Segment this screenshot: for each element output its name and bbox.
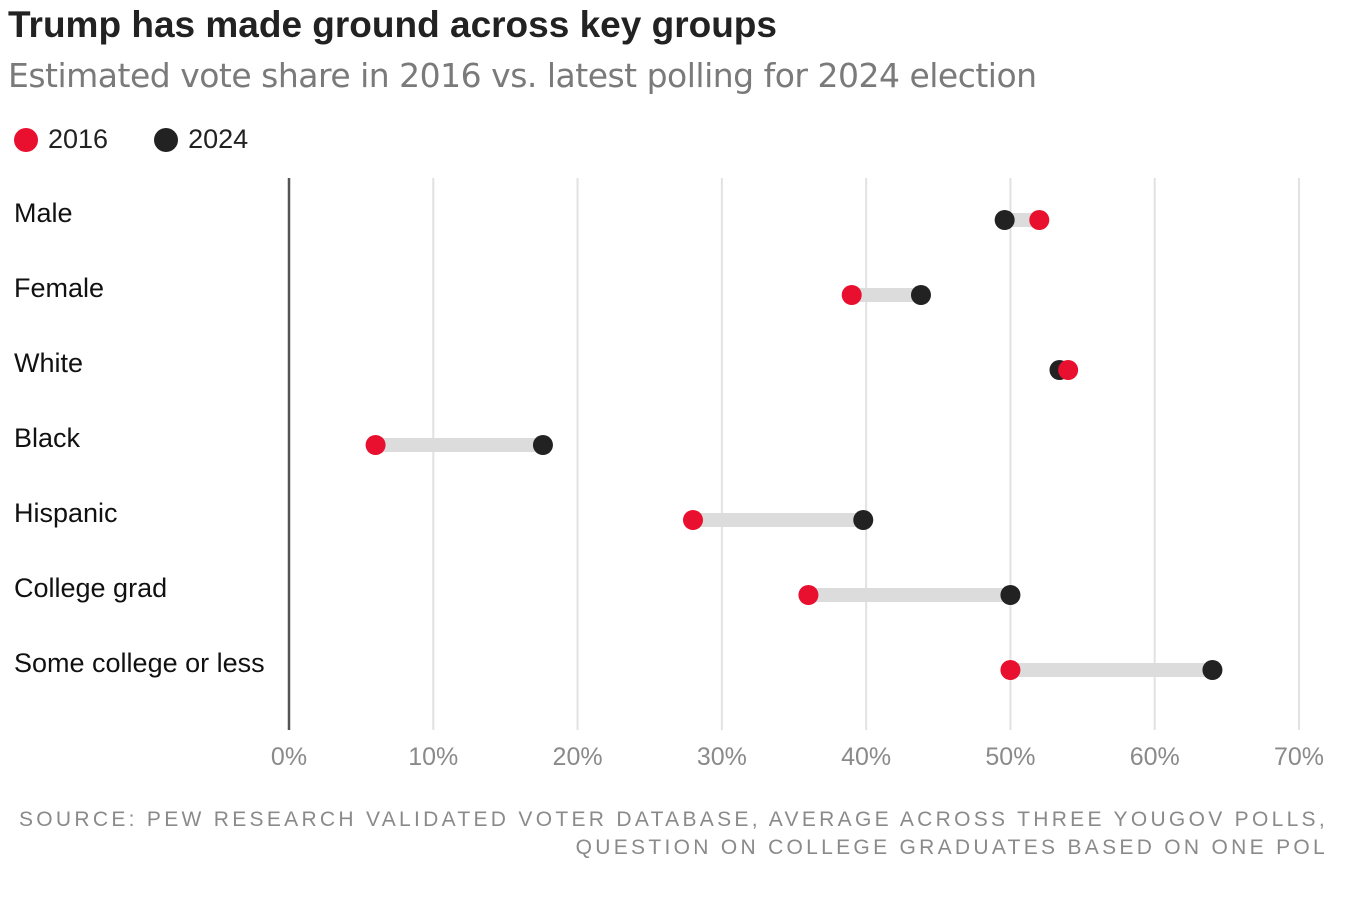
category-label-female: Female <box>14 273 104 303</box>
x-tick-label-60: 60% <box>1130 743 1180 771</box>
point-2024-black <box>532 435 553 455</box>
category-labels: Male Female White Black Hispanic College grad… <box>14 198 265 678</box>
point-2024-male <box>994 210 1015 230</box>
chart-title: Trump has made ground across key groups <box>8 4 777 45</box>
point-2024-college-grad <box>1000 585 1021 605</box>
point-2024-hispanic <box>853 510 874 530</box>
legend: 2016 2024 <box>14 124 294 155</box>
point-2016-some-college-or-less <box>1000 660 1021 680</box>
legend-dot-2024 <box>154 127 179 152</box>
source-note: SOURCE: PEW RESEARCH VALIDATED VOTER DAT… <box>18 808 1328 859</box>
x-tick-label-10: 10% <box>408 743 458 771</box>
x-tick-label-50: 50% <box>985 743 1035 771</box>
category-label-hispanic: Hispanic <box>14 498 118 528</box>
point-2016-black <box>365 435 386 455</box>
x-tick-label-40: 40% <box>841 743 891 771</box>
category-label-college-grad: College grad <box>14 573 167 603</box>
legend-item-2024: 2024 <box>154 124 248 155</box>
chart-subtitle: Estimated vote share in 2016 vs. latest … <box>8 56 1037 95</box>
x-tick-label-0: 0% <box>271 743 307 771</box>
category-label-some-college-or-less: Some college or less <box>14 648 265 678</box>
legend-item-2016: 2016 <box>14 124 108 155</box>
grid-lines <box>432 178 1300 730</box>
legend-label-2016: 2016 <box>48 124 109 154</box>
legend-dot-2016 <box>14 127 38 152</box>
data-points <box>365 210 1223 680</box>
x-tick-labels: 0% 10% 20% 30% 40% 50% 60% 70% <box>271 743 1324 771</box>
x-tick-label-30: 30% <box>697 743 747 771</box>
dumbbell-chart: Male Female White Black Hispanic College grad… <box>14 178 1324 771</box>
category-label-white: White <box>14 348 83 378</box>
point-2024-female <box>910 285 931 305</box>
legend-label-2024: 2024 <box>188 124 249 154</box>
point-2016-college-grad <box>798 585 819 605</box>
x-tick-label-70: 70% <box>1274 743 1324 771</box>
x-tick-label-20: 20% <box>553 743 603 771</box>
connectors <box>375 213 1213 677</box>
point-2016-female <box>841 285 862 305</box>
category-label-male: Male <box>14 198 73 228</box>
point-2016-male <box>1029 210 1050 230</box>
point-2016-white <box>1058 360 1079 380</box>
category-label-black: Black <box>14 423 81 453</box>
point-2024-some-college-or-less <box>1202 660 1223 680</box>
point-2016-hispanic <box>683 510 703 530</box>
